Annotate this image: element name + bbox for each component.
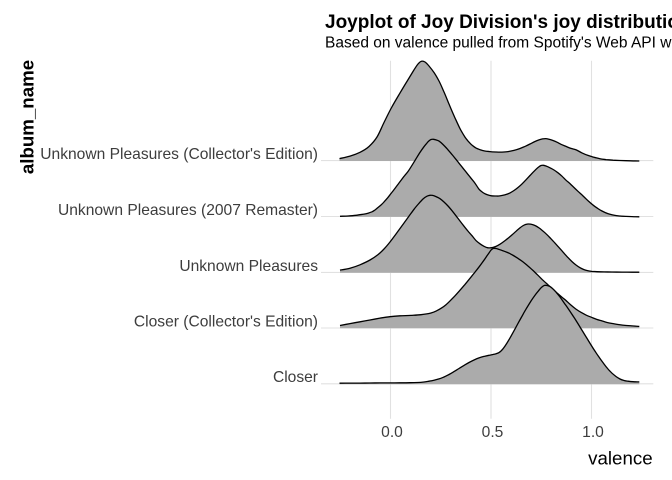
svg-text:Joyplot of Joy Division's joy: Joyplot of Joy Division's joy distributi… <box>325 12 672 33</box>
svg-text:Unknown Pleasures (Collector's: Unknown Pleasures (Collector's Edition) <box>40 146 318 163</box>
svg-text:Unknown Pleasures (2007 Remast: Unknown Pleasures (2007 Remaster) <box>58 202 318 219</box>
svg-text:Unknown Pleasures: Unknown Pleasures <box>179 258 318 275</box>
svg-text:0.0: 0.0 <box>381 424 403 441</box>
svg-text:valence: valence <box>588 448 652 469</box>
svg-text:Closer (Collector's Edition): Closer (Collector's Edition) <box>134 313 318 330</box>
svg-text:0.5: 0.5 <box>482 424 504 441</box>
svg-text:album_name: album_name <box>17 60 38 174</box>
svg-text:Based on valence pulled from S: Based on valence pulled from Spotify's W… <box>325 35 672 52</box>
svg-text:Closer: Closer <box>273 369 318 386</box>
svg-text:1.0: 1.0 <box>582 424 604 441</box>
